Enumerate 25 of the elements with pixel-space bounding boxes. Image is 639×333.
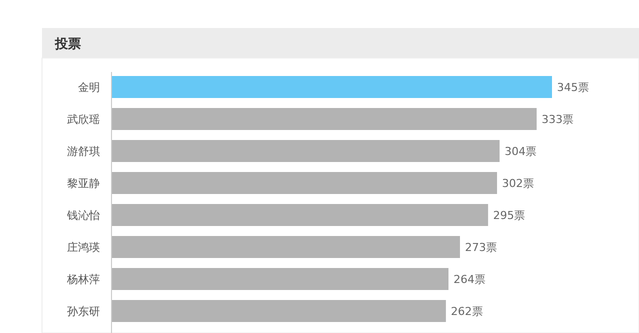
- chart-title: 投票: [54, 37, 81, 52]
- bar: [111, 268, 448, 290]
- y-tick-label: 孙东研: [67, 305, 100, 318]
- data-label: 345票: [557, 81, 589, 94]
- bar: [111, 236, 460, 258]
- data-label: 262票: [450, 305, 483, 318]
- bar: [111, 76, 552, 98]
- y-tick-label: 杨林萍: [66, 273, 100, 286]
- bar: [111, 204, 488, 226]
- y-tick-label: 武欣瑶: [67, 113, 100, 126]
- y-tick-label: 金明: [78, 81, 100, 94]
- y-tick-label: 黎亚静: [67, 177, 100, 190]
- data-label: 273票: [464, 241, 497, 254]
- y-tick-label: 庄鸿瑛: [67, 241, 100, 254]
- y-tick-label: 钱沁怡: [66, 209, 100, 222]
- bar: [111, 172, 498, 194]
- data-label: 264票: [453, 273, 486, 286]
- data-label: 295票: [493, 209, 526, 222]
- bar: [111, 300, 446, 322]
- bar: [111, 140, 500, 162]
- data-label: 333票: [542, 113, 574, 126]
- data-label: 304票: [504, 145, 537, 158]
- y-tick-label: 游舒琪: [67, 145, 100, 158]
- data-label: 302票: [502, 177, 534, 190]
- bar: [111, 108, 537, 130]
